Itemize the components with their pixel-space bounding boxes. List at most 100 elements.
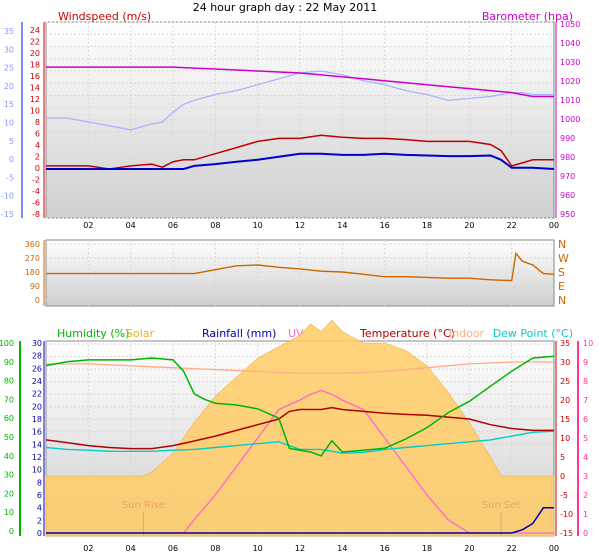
temperature-tick-label: 25 xyxy=(560,377,570,386)
wind-inner-tick-label: -4 xyxy=(32,187,40,196)
direction-degree-tick-label: 180 xyxy=(25,268,40,277)
rainfall-tick-label: 8 xyxy=(37,478,42,487)
uv-tick-label: 0 xyxy=(583,529,588,538)
weather-hour-tick: 00 xyxy=(549,544,559,553)
wind-outer-tick-label: -15 xyxy=(1,210,14,219)
wind-inner-tick-label: -6 xyxy=(32,199,40,208)
direction-compass-label: W xyxy=(558,252,569,265)
rainfall-tick-label: 12 xyxy=(32,453,42,462)
wind-inner-tick-label: 10 xyxy=(30,107,40,116)
wind-hour-tick: 02 xyxy=(83,221,93,230)
humidity-tick-label: 0 xyxy=(9,527,14,536)
rainfall-tick-label: 16 xyxy=(32,428,42,437)
wind-hour-tick: 22 xyxy=(507,221,517,230)
temperature-line xyxy=(45,406,554,450)
baro-tick-label: 1010 xyxy=(560,96,580,105)
wind-inner-tick-label: 6 xyxy=(35,130,40,139)
barometer-line xyxy=(46,66,554,98)
windspeed-label: Windspeed (m/s) xyxy=(58,10,151,23)
weather-hour-tick: 10 xyxy=(253,544,263,553)
rainfall-line xyxy=(46,506,554,534)
humidity-tick-label: 20 xyxy=(4,489,14,498)
wind-outer-tick-label: 0 xyxy=(9,155,14,164)
wind-direction-line xyxy=(46,251,555,282)
direction-compass-label: N xyxy=(558,294,566,307)
temperature-tick-label: -15 xyxy=(560,529,573,538)
weather-hour-tick: 18 xyxy=(422,544,432,553)
weather-hour-tick: 04 xyxy=(126,544,136,553)
windspeed-average-line xyxy=(46,152,555,170)
rainfall-tick-label: 22 xyxy=(32,390,42,399)
wind-hour-tick: 20 xyxy=(464,221,474,230)
windspeed-gust-line xyxy=(46,134,554,170)
uv-tick-label: 7 xyxy=(583,396,588,405)
barometer-label: Barometer (hpa) xyxy=(482,10,573,23)
weather-hour-tick: 14 xyxy=(337,544,347,553)
uv-tick-label: 3 xyxy=(583,472,588,481)
rainfall-tick-label: 28 xyxy=(32,352,42,361)
rainfall-tick-label: 26 xyxy=(32,364,42,373)
wind-inner-tick-label: 12 xyxy=(30,95,40,104)
wind-baro-panel: Windspeed (m/s) Barometer (hpa) 35 30 25 20… xyxy=(1,10,580,230)
humidity-tick-label: 50 xyxy=(4,433,14,442)
temperature-tick-label: 35 xyxy=(560,339,570,348)
wind-inner-tick-label: -8 xyxy=(32,210,40,219)
uv-tick-label: 9 xyxy=(583,358,588,367)
sun-rise-label: Sun Rise xyxy=(122,500,165,511)
rainfall-tick-label: 6 xyxy=(37,491,42,500)
wind-inner-tick-label: 0 xyxy=(35,164,40,173)
baro-tick-label: 970 xyxy=(560,172,575,181)
wind-hour-tick: 14 xyxy=(337,221,347,230)
baro-tick-label: 1020 xyxy=(560,77,580,86)
rainfall-tick-label: 30 xyxy=(32,339,42,348)
humidity-line xyxy=(45,355,555,457)
wind-inner-tick-label: 24 xyxy=(30,26,40,35)
weather-hour-tick: 20 xyxy=(464,544,474,553)
wind-hour-tick: 00 xyxy=(549,221,559,230)
direction-compass-label: S xyxy=(558,266,565,279)
wind-inner-tick-label: -2 xyxy=(32,176,40,185)
dewpoint-line xyxy=(45,430,555,454)
baro-tick-label: 1030 xyxy=(560,58,580,67)
humidity-tick-label: 30 xyxy=(4,471,14,480)
wind-inner-tick-label: 22 xyxy=(30,38,40,47)
temperature-tick-label: 30 xyxy=(560,358,570,367)
sun-set-label: Sun Set xyxy=(482,500,521,511)
rainfall-tick-label: 2 xyxy=(37,516,42,525)
weather-hour-tick: 16 xyxy=(380,544,390,553)
baro-tick-label: 950 xyxy=(560,210,575,219)
rainfall-label: Rainfall (mm) xyxy=(202,327,276,340)
wind-hour-tick: 10 xyxy=(253,221,263,230)
temperature-tick-label: -5 xyxy=(560,491,568,500)
temperature-tick-label: 15 xyxy=(560,415,570,424)
humidity-tick-label: 80 xyxy=(4,377,14,386)
rainfall-tick-label: 18 xyxy=(32,415,42,424)
temperature-tick-label: 20 xyxy=(560,396,570,405)
humidity-label: Humidity (%) xyxy=(57,327,129,340)
uv-tick-label: 4 xyxy=(583,453,588,462)
wind-outer-tick-label: 30 xyxy=(4,45,14,54)
wind-outer-tick-label: 10 xyxy=(4,119,14,128)
wind-outer-tick-label: -10 xyxy=(1,192,14,201)
direction-compass-label: N xyxy=(558,238,566,251)
rainfall-tick-label: 4 xyxy=(37,504,42,513)
wind-hour-tick: 04 xyxy=(126,221,136,230)
weather-hour-tick: 22 xyxy=(507,544,517,553)
direction-degree-tick-label: 270 xyxy=(25,254,40,263)
wind-inner-tick-label: 20 xyxy=(30,49,40,58)
weather-hour-tick: 12 xyxy=(295,544,305,553)
solar-area xyxy=(45,319,555,537)
direction-degree-tick-label: 90 xyxy=(30,282,40,291)
wind-outer-tick-label: 35 xyxy=(4,27,14,36)
rainfall-tick-label: 24 xyxy=(32,377,42,386)
rainfall-tick-label: 10 xyxy=(32,466,42,475)
wind-hour-tick: 18 xyxy=(422,221,432,230)
wind-outer-tick-label: 25 xyxy=(4,64,14,73)
uv-tick-label: 5 xyxy=(583,434,588,443)
wind-hour-tick: 16 xyxy=(380,221,390,230)
baro-tick-label: 1040 xyxy=(560,39,580,48)
weather-panel: Humidity (%) Solar Rainfall (mm) UV Temp… xyxy=(0,319,593,553)
humidity-tick-label: 60 xyxy=(4,414,14,423)
uv-tick-label: 6 xyxy=(583,415,588,424)
solar-label: Solar xyxy=(126,327,155,340)
